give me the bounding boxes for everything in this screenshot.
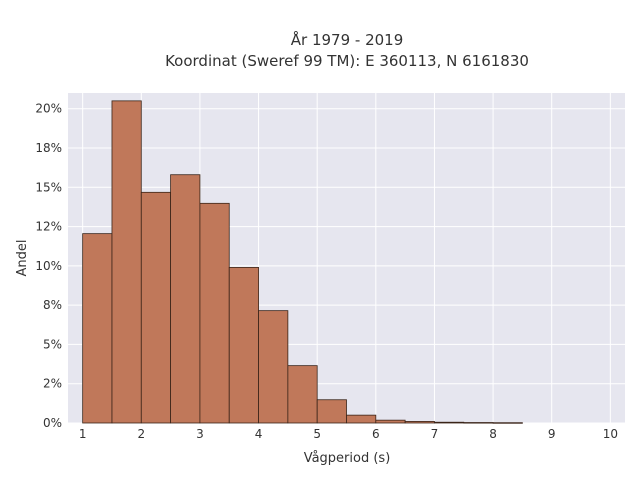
histogram-bar-12 — [434, 421, 465, 424]
histogram-bar-8 — [316, 399, 347, 424]
histogram-bar-3 — [170, 174, 201, 424]
histogram-bar-5 — [228, 267, 259, 424]
y-tick-label-6: 15% — [35, 180, 62, 194]
x-tick-label-7: 8 — [489, 427, 497, 441]
x-tick-label-4: 5 — [313, 427, 321, 441]
x-axis-ticks: 1 2 3 4 5 6 7 8 9 10 — [79, 427, 618, 441]
histogram-bar-2 — [140, 191, 172, 424]
histogram-bar-0 — [82, 233, 113, 424]
x-tick-label-1: 2 — [137, 427, 145, 441]
y-axis-title: Andel — [15, 240, 30, 277]
y-tick-label-1: 2% — [43, 377, 62, 391]
y-axis-ticks: 0% 2% 5% 8% 10% 12% 15% 18% 20% — [35, 102, 62, 430]
histogram-bar-6 — [258, 310, 289, 424]
x-axis-title: Vågperiod (s) — [304, 451, 391, 466]
x-tick-label-2: 3 — [196, 427, 204, 441]
y-tick-label-5: 12% — [35, 220, 62, 234]
histogram-bar-11 — [404, 421, 435, 424]
histogram-bar-9 — [346, 414, 377, 424]
x-tick-label-9: 10 — [603, 427, 618, 441]
histogram-bar-4 — [199, 202, 230, 424]
x-tick-label-8: 9 — [548, 427, 556, 441]
x-tick-label-3: 4 — [255, 427, 263, 441]
y-tick-label-7: 18% — [35, 141, 62, 155]
y-tick-label-2: 5% — [43, 337, 62, 351]
histogram-bar-13 — [463, 422, 494, 424]
chart-title-line-2: Koordinat (Sweref 99 TM): E 360113, N 61… — [165, 52, 529, 70]
x-tick-label-0: 1 — [79, 427, 87, 441]
histogram-bar-7 — [287, 365, 318, 424]
histogram-bar-14 — [492, 422, 523, 424]
histogram-bars — [82, 100, 523, 424]
x-tick-label-6: 7 — [431, 427, 439, 441]
y-tick-label-4: 10% — [35, 259, 62, 273]
y-tick-label-3: 8% — [43, 298, 62, 312]
histogram-bar-1 — [111, 100, 142, 424]
y-tick-label-0: 0% — [43, 416, 62, 430]
histogram-bar-10 — [375, 419, 406, 424]
y-tick-label-8: 20% — [35, 102, 62, 116]
x-tick-label-5: 6 — [372, 427, 380, 441]
chart-title-line-1: År 1979 - 2019 — [291, 30, 404, 49]
